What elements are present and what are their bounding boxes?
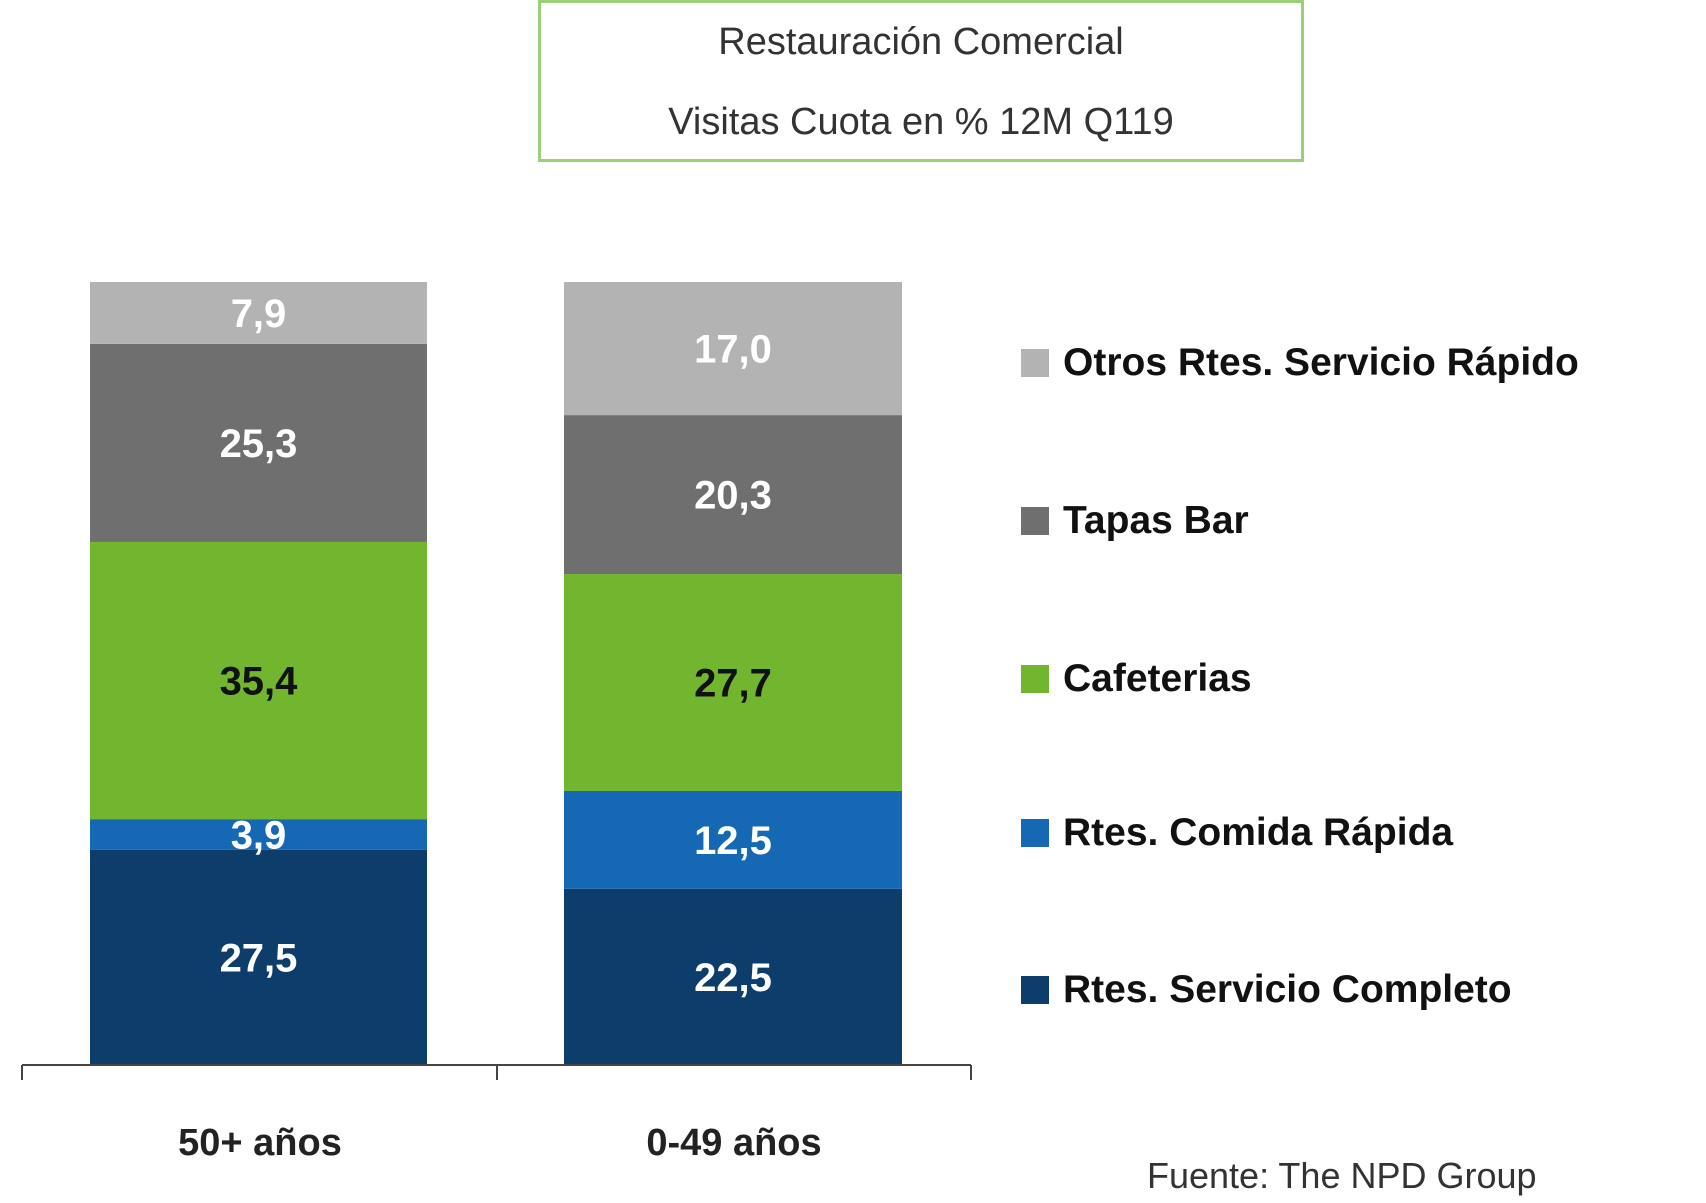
bar-segment [90,343,427,542]
data-label: 7,9 [231,292,287,336]
data-label: 22,5 [694,956,772,1000]
legend-label: Cafeterias [1063,657,1252,700]
data-label: 3,9 [231,813,287,857]
legend-swatch [1021,349,1049,377]
data-label: 27,7 [694,662,772,706]
bar-segment [564,415,902,575]
legend-item: Tapas Bar [1021,499,1249,542]
source-note: Fuente: The NPD Group [1147,1155,1537,1196]
legend-swatch [1021,507,1049,535]
bar-segment [90,541,427,820]
legend-label: Rtes. Servicio Completo [1063,968,1512,1011]
legend-label: Rtes. Comida Rápida [1063,811,1454,854]
data-label: 27,5 [220,936,298,980]
bar-segment [564,888,902,1065]
data-label: 12,5 [694,819,772,863]
legend-item: Rtes. Comida Rápida [1021,811,1454,854]
legend-item: Otros Rtes. Servicio Rápido [1021,341,1579,384]
legend-item: Rtes. Servicio Completo [1021,968,1512,1011]
category-label-50plus: 50+ años [178,1122,342,1164]
legend-swatch [1021,665,1049,693]
legend-label: Otros Rtes. Servicio Rápido [1063,341,1579,384]
chart-subtitle: Visitas Cuota en % 12M Q119 [668,101,1174,143]
bar-segment [90,282,427,344]
data-label: 25,3 [220,422,298,466]
bar-segment [90,849,427,1065]
legend-swatch [1021,819,1049,847]
bar-segment [564,790,902,889]
legend-label: Tapas Bar [1063,499,1249,542]
bar-segment [90,819,427,850]
data-label: 20,3 [694,474,772,518]
chart-title: Restauración Comercial [718,21,1124,63]
data-label: 35,4 [220,660,299,704]
legend-swatch [1021,976,1049,1004]
bar-segment [564,574,902,791]
data-label: 17,0 [694,328,772,372]
chart-title-box: Restauración Comercial Visitas Cuota en … [538,0,1304,162]
category-label-0-49: 0-49 años [646,1122,822,1164]
bar-segment [564,282,902,416]
legend-item: Cafeterias [1021,657,1252,700]
